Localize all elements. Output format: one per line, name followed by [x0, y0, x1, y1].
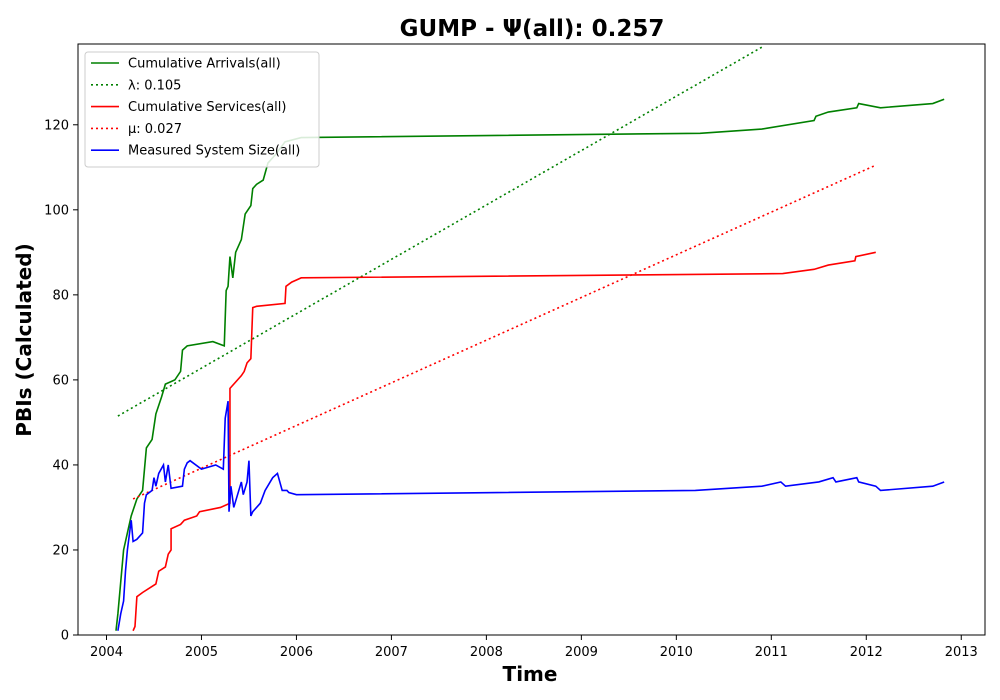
legend-box	[84, 51, 320, 168]
plot-frame	[77, 43, 986, 636]
y-tick-label: 40	[52, 458, 69, 473]
x-tick-label: 2007	[375, 645, 408, 660]
y-tick-label: 0	[61, 629, 69, 644]
y-axis-title: PBIs (Calculated)	[12, 243, 36, 436]
legend-label-3: μ: 0.027	[128, 122, 182, 137]
series-line-0	[115, 98, 945, 631]
legend-label-0: Cumulative Arrivals(all)	[128, 57, 281, 72]
y-tick-label: 20	[52, 543, 69, 558]
x-tick-label: 2006	[280, 645, 313, 660]
legend-label-4: Measured System Size(all)	[128, 144, 300, 159]
legend: Cumulative Arrivals(all) λ: 0.105 Cumulati…	[84, 51, 320, 168]
x-axis-title: Time	[503, 662, 558, 686]
y-tick-label: 120	[44, 118, 69, 133]
x-tick-label: 2013	[945, 645, 978, 660]
y-tick-label: 100	[44, 203, 69, 218]
y-tick-label: 60	[52, 373, 69, 388]
series-line-2	[132, 251, 876, 632]
y-axis: 0 20 40 60 80 100 120	[44, 118, 78, 644]
x-tick-label: 2005	[185, 645, 218, 660]
y-tick-label: 80	[52, 288, 69, 303]
series-line-1	[117, 45, 765, 417]
x-tick-label: 2008	[470, 645, 503, 660]
x-tick-label: 2010	[660, 645, 693, 660]
x-axis: 2004 2005 2006 2007 2008 2009 2010 2011 2012 2013	[90, 635, 978, 660]
legend-label-1: λ: 0.105	[128, 78, 181, 93]
x-tick-label: 2009	[565, 645, 598, 660]
chart-title: GUMP - Ψ(all): 0.257	[400, 16, 665, 42]
series-layer	[115, 45, 945, 632]
x-tick-label: 2012	[850, 645, 883, 660]
series-line-4	[117, 401, 945, 631]
x-tick-label: 2011	[755, 645, 788, 660]
x-tick-label: 2004	[90, 645, 123, 660]
series-line-3	[132, 164, 877, 500]
legend-label-2: Cumulative Services(all)	[128, 100, 286, 115]
